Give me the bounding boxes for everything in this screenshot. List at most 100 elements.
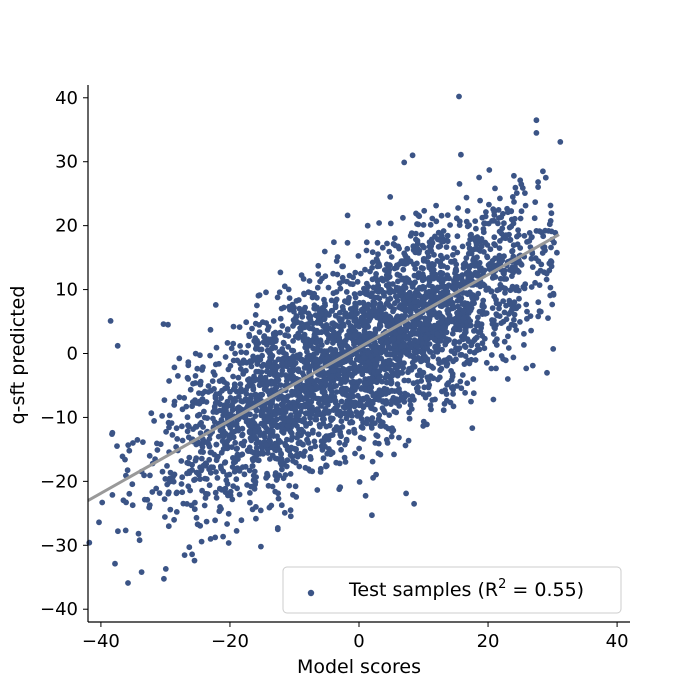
data-point bbox=[160, 321, 167, 327]
data-point bbox=[394, 372, 401, 379]
data-point bbox=[528, 327, 534, 334]
data-point bbox=[491, 234, 498, 241]
data-point bbox=[386, 248, 393, 255]
data-point bbox=[136, 537, 143, 544]
data-point bbox=[315, 262, 322, 269]
data-point bbox=[258, 420, 265, 427]
data-point bbox=[413, 385, 420, 392]
data-point bbox=[375, 251, 381, 258]
data-point bbox=[222, 459, 229, 466]
data-point bbox=[340, 322, 347, 329]
data-point bbox=[278, 401, 285, 408]
data-point bbox=[254, 423, 261, 430]
data-point bbox=[174, 489, 180, 496]
data-point bbox=[365, 359, 372, 366]
data-point bbox=[387, 321, 393, 328]
data-point bbox=[279, 323, 286, 329]
data-point bbox=[406, 366, 412, 372]
data-point bbox=[491, 208, 498, 215]
data-point bbox=[281, 283, 288, 290]
data-point bbox=[384, 240, 390, 247]
data-point bbox=[336, 486, 343, 493]
data-point bbox=[482, 310, 488, 317]
data-point bbox=[391, 408, 398, 415]
data-point bbox=[281, 509, 288, 516]
data-point bbox=[425, 253, 432, 260]
data-point bbox=[513, 327, 520, 333]
data-point bbox=[310, 427, 316, 434]
data-point bbox=[295, 368, 302, 375]
data-point bbox=[232, 466, 239, 473]
data-point bbox=[470, 299, 476, 306]
data-point bbox=[141, 472, 148, 479]
data-point bbox=[423, 289, 430, 296]
data-point bbox=[338, 446, 344, 453]
data-point bbox=[304, 324, 311, 330]
data-point bbox=[166, 412, 173, 419]
data-point bbox=[217, 407, 223, 414]
data-point bbox=[493, 365, 499, 372]
data-point bbox=[124, 467, 131, 474]
data-point bbox=[267, 456, 273, 462]
data-point bbox=[402, 349, 409, 356]
data-point bbox=[508, 321, 515, 328]
data-point bbox=[471, 262, 478, 269]
data-point bbox=[253, 368, 260, 375]
data-point bbox=[533, 130, 540, 136]
data-point bbox=[481, 303, 487, 310]
data-point bbox=[149, 489, 156, 495]
data-point bbox=[411, 272, 418, 279]
data-point bbox=[307, 420, 314, 427]
data-point bbox=[349, 281, 356, 288]
data-point bbox=[256, 428, 263, 435]
data-point bbox=[284, 326, 291, 332]
data-point bbox=[234, 357, 241, 364]
data-point bbox=[218, 465, 225, 472]
data-point bbox=[296, 394, 303, 401]
data-point bbox=[274, 424, 281, 430]
data-point bbox=[353, 306, 359, 313]
data-point bbox=[323, 330, 330, 336]
data-point bbox=[368, 333, 375, 340]
data-point bbox=[540, 168, 546, 175]
data-point bbox=[235, 456, 241, 462]
data-point bbox=[420, 423, 427, 429]
data-point bbox=[368, 353, 374, 360]
data-point bbox=[337, 317, 344, 324]
data-point bbox=[267, 388, 273, 395]
data-point bbox=[314, 487, 321, 493]
data-point bbox=[156, 490, 163, 496]
data-point bbox=[368, 425, 375, 431]
data-point bbox=[412, 293, 418, 300]
data-point bbox=[517, 319, 523, 325]
data-point bbox=[470, 376, 477, 382]
data-point bbox=[224, 381, 230, 387]
data-point bbox=[237, 343, 244, 349]
data-point bbox=[393, 400, 400, 406]
data-point bbox=[527, 313, 534, 319]
data-point bbox=[479, 340, 486, 347]
data-point bbox=[521, 285, 528, 292]
data-point bbox=[364, 313, 371, 319]
data-point bbox=[500, 269, 507, 276]
data-point bbox=[200, 462, 207, 469]
data-point bbox=[398, 343, 405, 350]
data-point bbox=[173, 425, 180, 432]
data-point bbox=[492, 338, 498, 345]
data-point bbox=[258, 543, 264, 550]
data-point bbox=[140, 439, 146, 445]
data-point bbox=[526, 230, 533, 236]
data-point bbox=[452, 275, 459, 281]
data-point bbox=[342, 310, 349, 316]
data-point bbox=[328, 346, 335, 353]
data-point bbox=[503, 276, 510, 282]
data-point bbox=[278, 305, 285, 312]
data-point bbox=[426, 275, 432, 281]
data-point bbox=[321, 296, 327, 303]
data-point bbox=[546, 221, 553, 228]
data-point bbox=[225, 540, 232, 546]
data-point bbox=[356, 323, 362, 330]
data-point bbox=[249, 325, 255, 332]
data-point bbox=[122, 527, 129, 534]
data-point bbox=[469, 294, 476, 301]
